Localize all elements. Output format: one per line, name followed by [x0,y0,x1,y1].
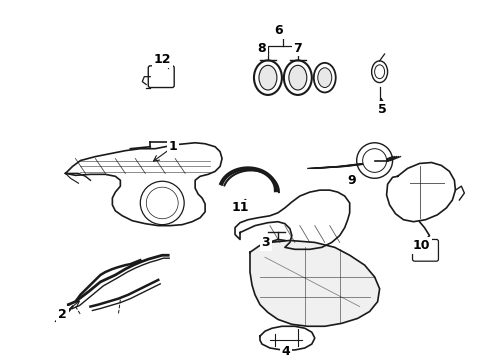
Text: 3: 3 [262,236,270,249]
Polygon shape [260,326,315,350]
Text: 7: 7 [294,41,302,55]
Text: 11: 11 [231,201,249,215]
Text: 1: 1 [169,140,177,153]
Polygon shape [235,190,350,249]
Ellipse shape [318,68,332,87]
Text: 8: 8 [258,41,266,55]
Text: 4: 4 [282,346,290,359]
Ellipse shape [375,65,385,78]
Polygon shape [250,240,380,326]
Circle shape [357,143,392,178]
Circle shape [363,149,387,172]
Text: 5: 5 [378,103,387,116]
Circle shape [140,181,184,225]
Text: 9: 9 [347,174,356,187]
Ellipse shape [289,65,307,90]
Ellipse shape [259,65,277,90]
Circle shape [147,187,178,219]
Ellipse shape [371,61,388,82]
Text: 10: 10 [413,239,430,252]
FancyBboxPatch shape [148,66,174,87]
Text: 12: 12 [153,53,171,66]
FancyBboxPatch shape [413,239,439,261]
Polygon shape [66,143,222,226]
Ellipse shape [254,60,282,95]
Polygon shape [387,162,455,222]
Text: 6: 6 [274,24,283,37]
Ellipse shape [314,63,336,93]
Text: 2: 2 [58,308,67,321]
Ellipse shape [284,60,312,95]
